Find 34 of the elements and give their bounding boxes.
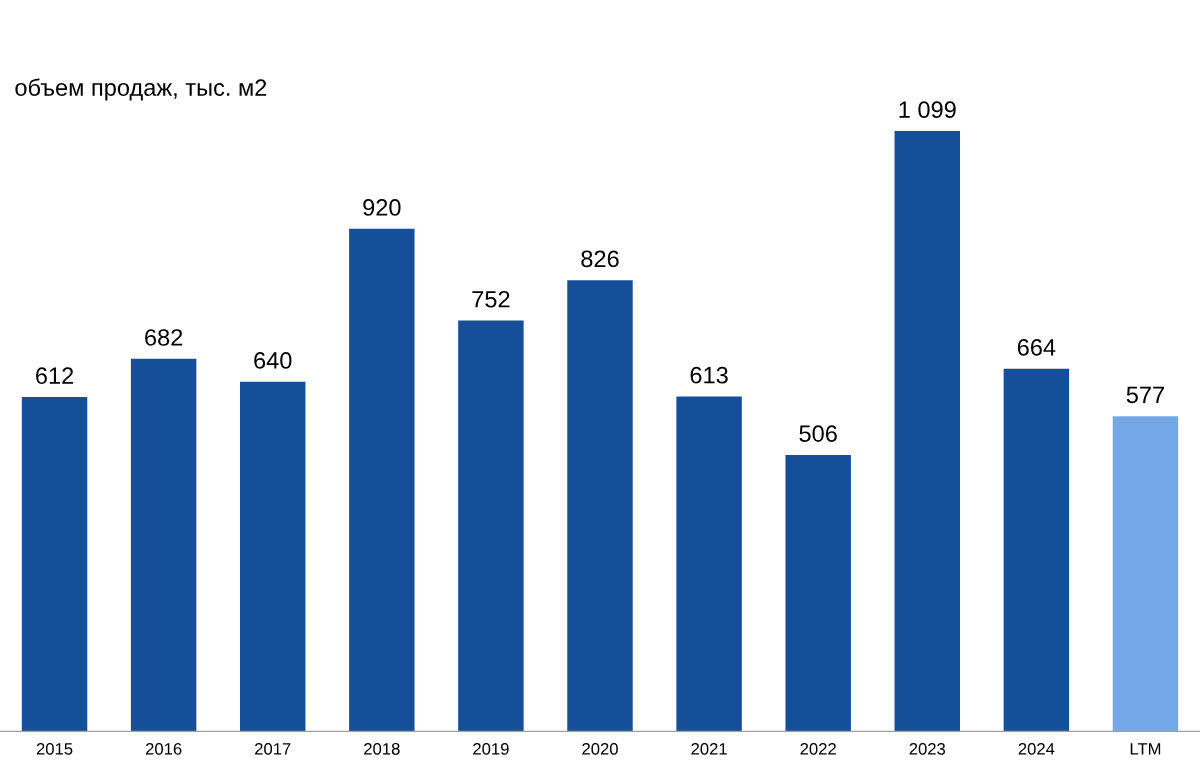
data-label: 664 (1017, 338, 1056, 356)
data-label: 640 (254, 352, 292, 369)
chart-title: объем продаж, тыс. м2 (15, 78, 267, 101)
bar (21, 397, 88, 732)
bar (130, 358, 197, 732)
x-tick-label: 2023 (909, 742, 946, 755)
data-label: 577 (1126, 386, 1164, 404)
bar (240, 381, 306, 732)
x-tick-label: 2018 (364, 742, 400, 755)
bar (785, 455, 851, 732)
data-label: 612 (36, 367, 74, 385)
data-label: 682 (145, 329, 183, 346)
data-label: 752 (472, 290, 510, 308)
x-tick-label: LTM (1130, 743, 1161, 755)
bar (567, 280, 633, 732)
x-tick-label: 2019 (473, 742, 509, 755)
data-label: 613 (690, 366, 728, 384)
x-tick-label: 2022 (800, 742, 836, 755)
data-label: 826 (581, 250, 619, 268)
x-tick-label: 2017 (255, 742, 291, 755)
x-tick-label: 2020 (582, 742, 618, 755)
bar (349, 228, 415, 732)
x-tick-label: 2015 (36, 742, 73, 755)
x-tick-label: 2024 (1018, 742, 1055, 755)
bar (1003, 368, 1070, 732)
data-label: 1 099 (899, 101, 956, 119)
bar (894, 131, 960, 732)
bar (458, 320, 524, 732)
data-label: 920 (363, 199, 401, 216)
x-tick-label: 2016 (145, 742, 182, 755)
data-label: 506 (799, 425, 837, 442)
bar (1112, 416, 1179, 732)
x-tick-label: 2021 (691, 742, 727, 755)
bar (676, 396, 742, 732)
